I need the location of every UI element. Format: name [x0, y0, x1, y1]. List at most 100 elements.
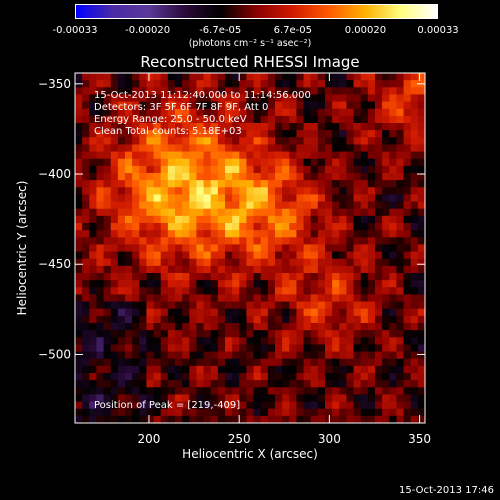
heatmap-cell	[260, 80, 269, 88]
heatmap-cell	[403, 415, 412, 424]
heatmap-cell	[175, 380, 183, 388]
heatmap-cell	[196, 351, 204, 360]
heatmap-cell	[375, 251, 383, 260]
heatmap-cell	[339, 165, 347, 174]
heatmap-cell	[417, 73, 426, 81]
heatmap-cell	[125, 337, 133, 345]
heatmap-cell	[332, 201, 340, 210]
heatmap-cell	[146, 180, 154, 188]
heatmap-cell	[82, 251, 90, 260]
heatmap-cell	[132, 144, 140, 152]
heatmap-cell	[332, 73, 340, 81]
heatmap-cell	[275, 315, 283, 324]
heatmap-cell	[396, 237, 404, 245]
heatmap-cell	[317, 294, 326, 302]
heatmap-cell	[146, 223, 154, 231]
heatmap-cell	[353, 187, 362, 195]
heatmap-cell	[417, 315, 426, 324]
heatmap-cell	[103, 151, 112, 160]
heatmap-cell	[82, 194, 90, 202]
heatmap-cell	[196, 265, 204, 274]
heatmap-cell	[332, 280, 340, 288]
heatmap-cell	[189, 323, 197, 331]
heatmap-cell	[110, 180, 119, 188]
heatmap-cell	[303, 394, 312, 402]
heatmap-cell	[289, 87, 297, 95]
heatmap-cell	[339, 194, 347, 202]
heatmap-cell	[375, 208, 383, 217]
heatmap-cell	[317, 315, 326, 324]
heatmap-cell	[296, 408, 304, 417]
heatmap-cell	[332, 230, 340, 238]
heatmap-cell	[410, 180, 419, 188]
heatmap-cell	[275, 358, 283, 367]
heatmap-cell	[317, 201, 326, 210]
heatmap-cell	[210, 401, 219, 410]
heatmap-cell	[353, 337, 362, 345]
heatmap-cell	[389, 258, 397, 267]
heatmap-cell	[296, 87, 304, 95]
heatmap-cell	[225, 151, 233, 160]
heatmap-cell	[196, 308, 204, 317]
heatmap-cell	[175, 337, 183, 345]
heatmap-cell	[117, 165, 126, 174]
heatmap-cell	[389, 373, 397, 381]
heatmap-cell	[317, 208, 326, 217]
heatmap-cell	[317, 180, 326, 188]
heatmap-cell	[196, 365, 204, 374]
heatmap-cell	[346, 87, 354, 95]
heatmap-cell	[296, 223, 304, 231]
heatmap-cell	[260, 187, 269, 195]
heatmap-cell	[317, 351, 326, 360]
heatmap-cell	[403, 265, 412, 274]
heatmap-cell	[375, 415, 383, 424]
heatmap-cell	[382, 244, 390, 252]
heatmap-cell	[246, 401, 254, 410]
heatmap-cell	[153, 208, 162, 217]
heatmap-cell	[167, 294, 176, 302]
heatmap-cell	[275, 208, 283, 217]
heatmap-cell	[103, 258, 112, 267]
heatmap-cell	[367, 344, 376, 352]
heatmap-cell	[182, 358, 190, 367]
heatmap-cell	[346, 108, 354, 117]
heatmap-cell	[389, 401, 397, 410]
heatmap-cell	[89, 80, 97, 88]
heatmap-cell	[360, 123, 369, 131]
heatmap-cell	[360, 115, 369, 124]
heatmap-cell	[317, 265, 326, 274]
heatmap-cell	[82, 287, 90, 295]
heatmap-cell	[410, 158, 419, 167]
heatmap-cell	[82, 115, 90, 124]
heatmap-cell	[125, 151, 133, 160]
heatmap-cell	[303, 87, 312, 95]
heatmap-cell	[189, 308, 197, 317]
heatmap-cell	[232, 208, 240, 217]
heatmap-cell	[382, 394, 390, 402]
heatmap-cell	[75, 123, 83, 131]
heatmap-cell	[217, 401, 226, 410]
heatmap-cell	[103, 223, 112, 231]
heatmap-cell	[339, 387, 347, 395]
heatmap-cell	[382, 108, 390, 117]
heatmap-cell	[296, 94, 304, 102]
heatmap-cell	[332, 194, 340, 202]
heatmap-cell	[325, 358, 333, 367]
heatmap-cell	[103, 351, 112, 360]
heatmap-cell	[339, 323, 347, 331]
heatmap-cell	[382, 280, 390, 288]
heatmap-cell	[182, 365, 190, 374]
heatmap-cell	[289, 394, 297, 402]
heatmap-cell	[332, 351, 340, 360]
heatmap-cell	[203, 265, 212, 274]
heatmap-cell	[232, 194, 240, 202]
heatmap-cell	[246, 108, 254, 117]
heatmap-cell	[210, 373, 219, 381]
heatmap-cell	[203, 87, 212, 95]
heatmap-cell	[339, 273, 347, 281]
heatmap-cell	[410, 130, 419, 138]
heatmap-cell	[182, 130, 190, 138]
heatmap-cell	[160, 201, 169, 210]
heatmap-cell	[167, 237, 176, 245]
heatmap-cell	[403, 158, 412, 167]
